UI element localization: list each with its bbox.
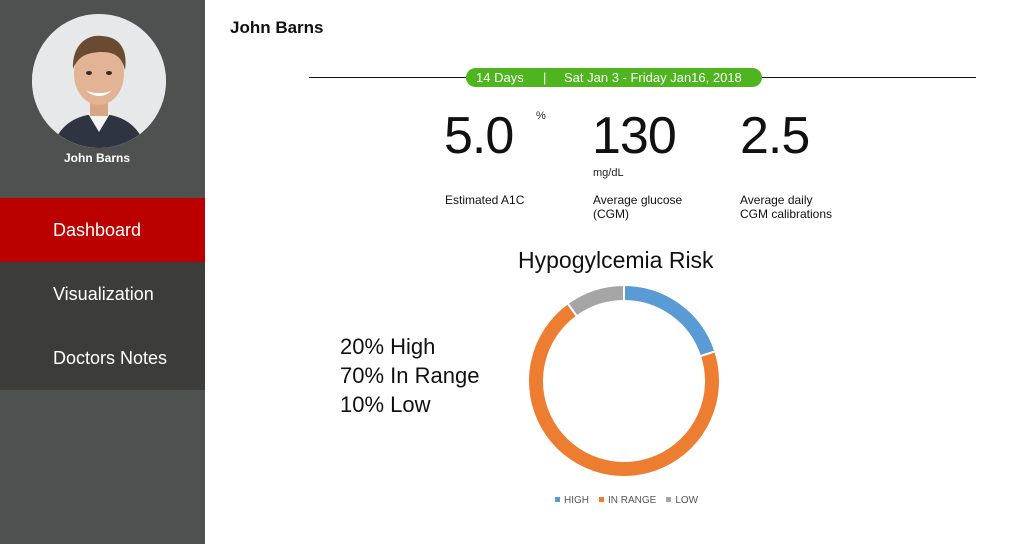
legend-swatch <box>666 496 672 502</box>
legend-item-in-range: IN RANGE <box>599 495 656 506</box>
risk-high-text: 20% High <box>340 334 436 359</box>
avatar-image <box>32 14 166 148</box>
calibrations-label: Average daily CGM calibrations <box>740 193 833 221</box>
date-range-pill[interactable]: 14 Days | Sat Jan 3 - Friday Jan16, 2018 <box>466 68 762 87</box>
period-days: 14 Days <box>476 70 524 85</box>
a1c-label: Estimated A1C <box>445 193 525 207</box>
legend-label: IN RANGE <box>608 495 657 506</box>
patient-name: John Barns <box>230 18 324 37</box>
risk-low-text: 10% Low <box>340 392 431 417</box>
donut-slice-high <box>623 283 717 358</box>
risk-summary: 20% High 70% In Range 10% Low <box>340 332 479 419</box>
chart-title: Hypogylcemia Risk <box>518 247 714 273</box>
sidebar: John Barns Dashboard Visualization Docto… <box>0 0 205 544</box>
nav-item-visualization[interactable]: Visualization <box>0 262 205 326</box>
donut-chart <box>527 283 721 478</box>
period-range: Sat Jan 3 - Friday Jan16, 2018 <box>564 70 742 85</box>
legend-item-high: HIGH <box>555 495 589 506</box>
legend-item-low: LOW <box>666 495 698 506</box>
period-separator: | <box>543 70 547 85</box>
nav-item-dashboard[interactable]: Dashboard <box>0 198 205 262</box>
profile-name: John Barns <box>63 151 130 165</box>
risk-in-range-text: 70% In Range <box>340 363 480 388</box>
a1c-value: 5.0 <box>444 107 514 165</box>
glucose-value: 130 <box>592 107 677 165</box>
glucose-unit: mg/dL <box>593 167 624 179</box>
a1c-unit: % <box>536 110 546 122</box>
legend-label: HIGH <box>564 495 589 506</box>
calibrations-value: 2.5 <box>740 107 810 165</box>
glucose-label: Average glucose (CGM) <box>593 193 683 221</box>
chart-legend: HIGH IN RANGE LOW <box>555 495 708 506</box>
donut-slice-low <box>566 283 625 318</box>
legend-swatch <box>599 496 604 502</box>
legend-label: LOW <box>675 495 699 506</box>
nav-item-doctors-notes[interactable]: Doctors Notes <box>0 326 205 390</box>
legend-swatch <box>555 496 560 502</box>
avatar <box>32 14 166 148</box>
